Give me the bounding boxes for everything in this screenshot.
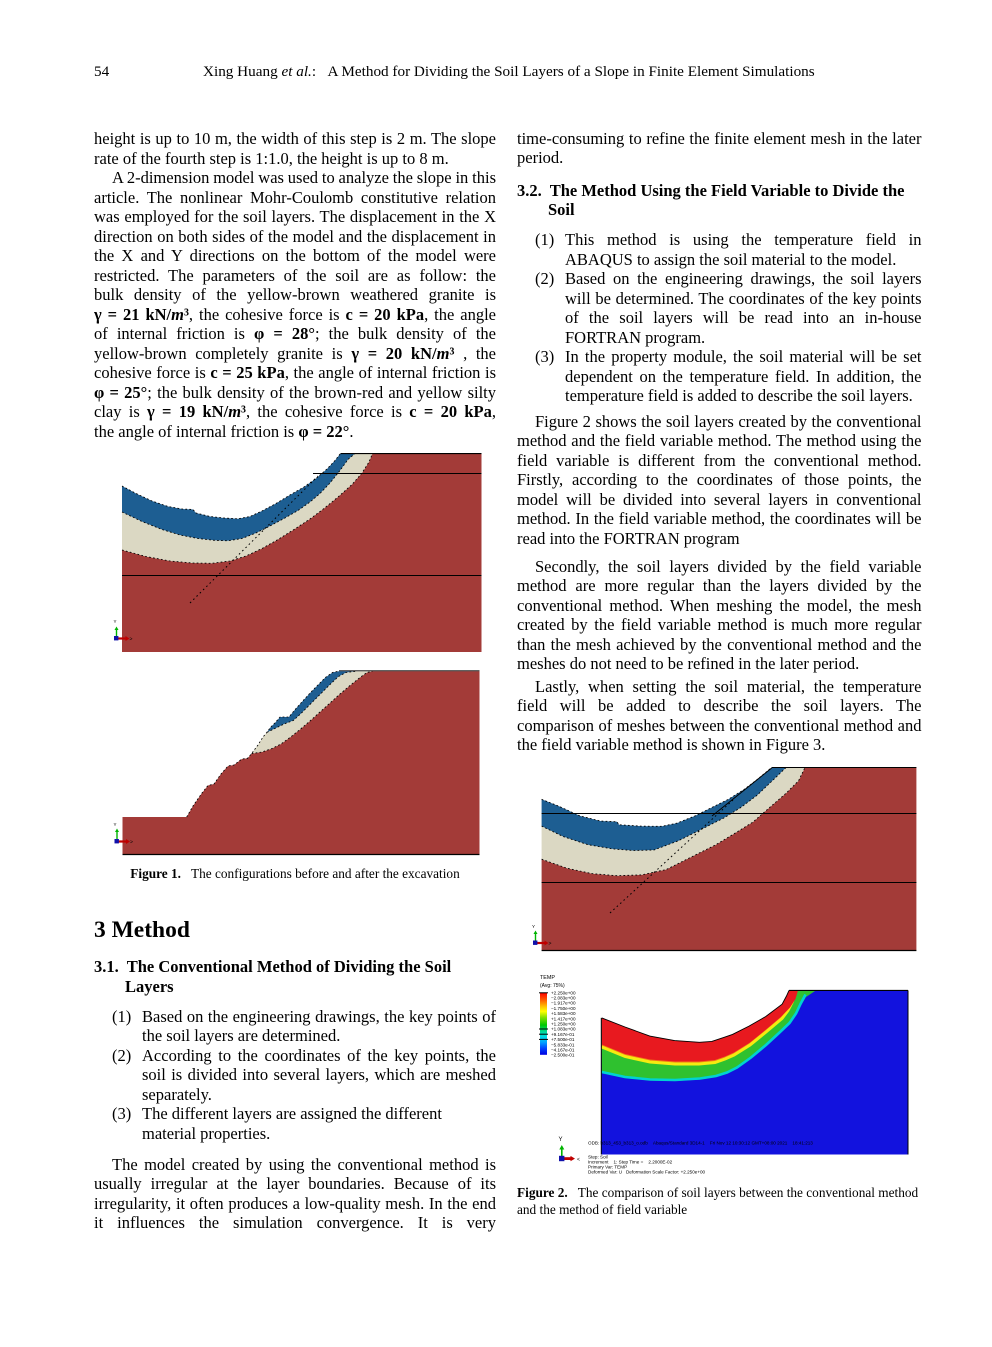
svg-text:Primary Var: TEMP: Primary Var: TEMP bbox=[588, 1165, 627, 1170]
svg-text:Deformed Var: U Deformation: Deformed Var: U Deformation Scale Factor… bbox=[588, 1170, 706, 1175]
svg-text:Y: Y bbox=[114, 619, 117, 624]
svg-text:Y: Y bbox=[114, 822, 117, 827]
svg-text:−4.167e-01: −4.167e-01 bbox=[551, 1048, 575, 1053]
svg-text:+1.417e+00: +1.417e+00 bbox=[551, 1016, 576, 1021]
svg-text:>: > bbox=[130, 840, 133, 846]
svg-text:+1.083e+00: +1.083e+00 bbox=[551, 1027, 576, 1032]
svg-text:+1.250e+00: +1.250e+00 bbox=[551, 1022, 576, 1027]
svg-text:+7.500e-01: +7.500e-01 bbox=[551, 1037, 575, 1042]
svg-text:Y: Y bbox=[532, 924, 535, 929]
svg-text:−2.500e-01: −2.500e-01 bbox=[551, 1053, 575, 1058]
svg-text:+1.583e+00: +1.583e+00 bbox=[551, 1011, 576, 1016]
svg-text:Step: Soil: Step: Soil bbox=[588, 1155, 608, 1160]
svg-text:+2.250e+00: +2.250e+00 bbox=[551, 990, 576, 995]
svg-text:−2.083e+00: −2.083e+00 bbox=[551, 996, 576, 1001]
svg-text:<: < bbox=[577, 1157, 580, 1163]
svg-text:Y: Y bbox=[559, 1137, 563, 1143]
svg-text:−1.917e+00: −1.917e+00 bbox=[551, 1001, 576, 1006]
svg-text:ODB: b313_453_b313_o.odb Ab: ODB: b313_453_b313_o.odb Abaqus/Standard… bbox=[588, 1141, 813, 1146]
svg-text:(Avg: 75%): (Avg: 75%) bbox=[540, 983, 565, 989]
svg-text:>: > bbox=[130, 637, 133, 643]
svg-text:>: > bbox=[549, 941, 552, 947]
svg-text:Increment 1: Step Time =: Increment 1: Step Time = 2.2000E-02 bbox=[588, 1160, 673, 1165]
svg-text:−1.750e+00: −1.750e+00 bbox=[551, 1006, 576, 1011]
svg-text:−5.833e-01: −5.833e-01 bbox=[551, 1042, 575, 1047]
svg-text:TEMP: TEMP bbox=[540, 975, 555, 981]
svg-text:+9.167e-01: +9.167e-01 bbox=[551, 1032, 575, 1037]
